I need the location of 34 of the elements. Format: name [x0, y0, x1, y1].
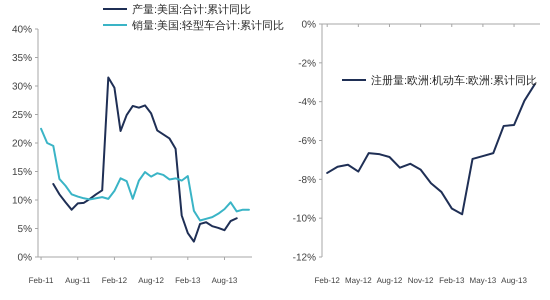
y-tick-label: 0% — [18, 252, 32, 264]
x-tick-label: Feb-11 — [28, 276, 54, 285]
y-tick-label: -2% — [298, 58, 316, 70]
y-tick-label: 0% — [302, 20, 316, 30]
y-tick-label: 10% — [12, 196, 32, 206]
x-tick-label: Aug-13 — [212, 276, 238, 285]
x-tick-label: May-12 — [344, 276, 372, 285]
y-tick-label: 5% — [18, 224, 32, 235]
x-tick-label: Aug-12 — [138, 276, 165, 285]
y-tick-label: -10% — [292, 214, 316, 225]
y-tick-label: -8% — [298, 174, 316, 186]
y-tick-label: 25% — [12, 110, 32, 121]
y-tick-label: 30% — [12, 82, 32, 92]
legend-label: 注册量:欧洲:机动车:欧洲:累计同比 — [371, 74, 538, 87]
x-tick-label: Aug-11 — [65, 276, 91, 285]
y-tick-label: 40% — [12, 24, 32, 36]
y-tick-label: -4% — [298, 97, 316, 108]
line-series — [40, 128, 250, 222]
y-tick-label: -12% — [292, 252, 316, 264]
y-tick-label: 20% — [12, 138, 32, 150]
legend-label: 销量:美国:轻型车合计:累计同比 — [131, 19, 284, 32]
legend-label: 产量:美国:合计:累计同比 — [132, 3, 252, 16]
x-tick-label: Feb-13 — [439, 276, 465, 285]
y-tick-label: 15% — [12, 167, 32, 178]
x-tick-label: Nov-12 — [408, 276, 434, 285]
x-tick-label: Feb-12 — [102, 276, 128, 285]
x-tick-label: May-13 — [470, 276, 497, 285]
y-tick-label: 35% — [12, 53, 32, 64]
y-tick-label: -6% — [298, 136, 316, 147]
line-series — [52, 76, 238, 243]
x-tick-label: Aug-12 — [376, 276, 403, 285]
x-tick-label: Aug-13 — [501, 276, 528, 285]
x-tick-label: Feb-13 — [175, 276, 202, 285]
x-tick-label: Feb-12 — [314, 276, 340, 285]
